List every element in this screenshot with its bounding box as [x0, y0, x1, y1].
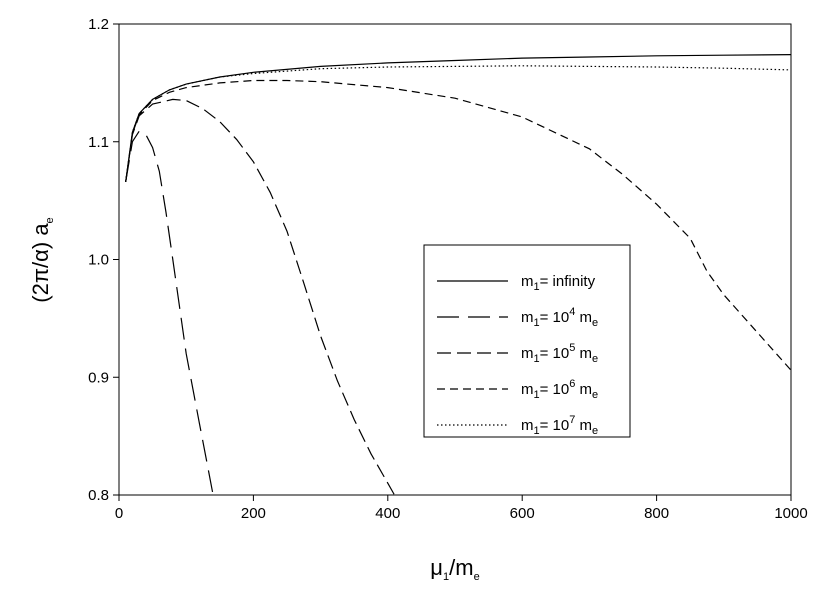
- y-tick-label: 0.9: [88, 369, 109, 386]
- y-tick-label: 1.1: [88, 134, 109, 151]
- y-tick-label: 1.2: [88, 16, 109, 33]
- series-line-5: [125, 65, 791, 182]
- x-axis-title: μ1/me: [430, 555, 479, 583]
- series-line-2: [125, 130, 214, 495]
- x-tick-label: 200: [241, 505, 266, 522]
- series-line-3: [125, 98, 396, 495]
- series-line-4: [125, 79, 791, 371]
- ticks-layer: 0 200 400 600 800 1000 0.8 0.9 1.0 1.1 1.2: [88, 16, 808, 522]
- x-tick-label: 800: [644, 505, 669, 522]
- y-tick-label: 0.8: [88, 487, 109, 504]
- x-tick-label: 0: [115, 505, 123, 522]
- legend-label: m1= 105 me: [521, 342, 598, 365]
- x-tick-label: 600: [510, 505, 535, 522]
- x-tick-label: 400: [375, 505, 400, 522]
- x-tick-label: 1000: [774, 505, 807, 522]
- legend-label: m1= 107 me: [521, 414, 598, 437]
- legend-label: m1= 104 me: [521, 306, 598, 329]
- legend-box: [423, 244, 631, 438]
- legend-label: m1= infinity: [521, 273, 596, 293]
- series-layer: [125, 54, 791, 495]
- y-tick-label: 1.0: [88, 252, 109, 269]
- y-axis-title: (2π/α) ae: [28, 217, 56, 302]
- legend: m1= infinity m1= 104 me m1= 105 me m1= 106 …: [423, 244, 631, 438]
- series-line-1: [125, 54, 791, 182]
- legend-label: m1= 106 me: [521, 378, 598, 401]
